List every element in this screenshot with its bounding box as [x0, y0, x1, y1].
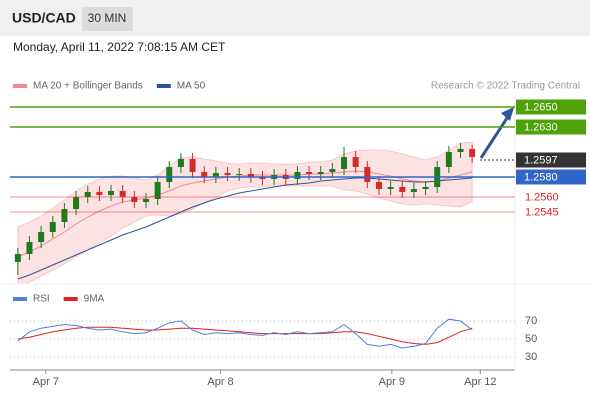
- level-tag: [516, 169, 586, 185]
- candle-body: [119, 191, 126, 197]
- legend-label: 9MA: [84, 294, 105, 305]
- rsi-tick-label: 30: [525, 351, 537, 363]
- credit: Research © 2022 Trading Central: [431, 81, 580, 92]
- level-label: 1.2580: [524, 171, 558, 183]
- x-tick-label: Apr 8: [207, 376, 233, 388]
- x-tick-label: Apr 7: [33, 376, 59, 388]
- level-label: 1.2630: [524, 121, 558, 133]
- candle-body: [329, 169, 336, 172]
- rsi-line: [17, 318, 473, 349]
- candle-body: [306, 172, 313, 174]
- level-tag: [516, 119, 586, 135]
- legend-swatch: [13, 297, 27, 301]
- legend-label: RSI: [33, 294, 50, 305]
- level-tag: [516, 99, 586, 115]
- x-tick-label: Apr 9: [379, 376, 405, 388]
- rsi-ma-line: [17, 326, 473, 345]
- candle-body: [201, 172, 208, 177]
- forecast-arrowhead: [501, 107, 514, 121]
- candle-body: [341, 157, 348, 169]
- legend-swatch: [156, 84, 171, 88]
- candle-body: [247, 174, 254, 177]
- candle-body: [457, 149, 464, 152]
- candle-body: [131, 197, 138, 202]
- candle-body: [294, 172, 301, 179]
- candle-body: [387, 187, 394, 189]
- candle-body: [375, 182, 382, 189]
- candle-body: [422, 187, 429, 189]
- candle-body: [469, 149, 476, 157]
- candle-body: [259, 177, 266, 179]
- level-label: 1.2597: [524, 154, 558, 166]
- candle-body: [38, 232, 45, 242]
- legend-swatch: [13, 84, 27, 88]
- candle-body: [73, 197, 80, 209]
- candle-body: [399, 187, 406, 192]
- level-label: 1.2650: [524, 101, 558, 113]
- candle-body: [352, 157, 359, 167]
- rsi-tick-label: 50: [525, 333, 537, 345]
- timeframe-button[interactable]: [82, 7, 133, 31]
- candle-body: [212, 173, 219, 177]
- candle-body: [14, 254, 21, 262]
- candle-body: [236, 174, 243, 175]
- bollinger-band: [17, 141, 473, 283]
- price-plot: [14, 141, 476, 283]
- timestamp: Monday, April 11, 2022 7:08:15 AM CET: [13, 40, 226, 54]
- level-tag: [516, 152, 586, 168]
- candle-body: [189, 159, 196, 172]
- rsi-tick-label: 70: [525, 315, 537, 327]
- ma50-line: [17, 177, 473, 280]
- symbol: USD/CAD: [12, 10, 76, 26]
- candle-body: [224, 173, 231, 175]
- candle-body: [26, 242, 33, 254]
- candle-body: [317, 172, 324, 174]
- candle-body: [410, 189, 417, 192]
- timeframe[interactable]: 30 MIN: [88, 11, 127, 25]
- legend-label: MA 50: [177, 81, 206, 92]
- candle-body: [108, 191, 115, 195]
- legend-swatch: [63, 297, 78, 301]
- candle-body: [142, 199, 149, 202]
- candle-body: [364, 167, 371, 182]
- candle-body: [61, 209, 68, 222]
- legend-label: MA 20 + Bollinger Bands: [33, 81, 143, 92]
- level-label: 1.2560: [525, 191, 559, 203]
- candle-body: [166, 167, 173, 182]
- candle-body: [96, 192, 103, 195]
- candle-body: [84, 192, 91, 197]
- candle-body: [177, 159, 184, 167]
- level-label: 1.2545: [525, 206, 559, 218]
- x-tick-label: Apr 12: [464, 376, 496, 388]
- candle-body: [445, 152, 452, 167]
- candle-body: [49, 222, 56, 232]
- forecast-arrow: [479, 114, 511, 159]
- candle-body: [154, 182, 161, 199]
